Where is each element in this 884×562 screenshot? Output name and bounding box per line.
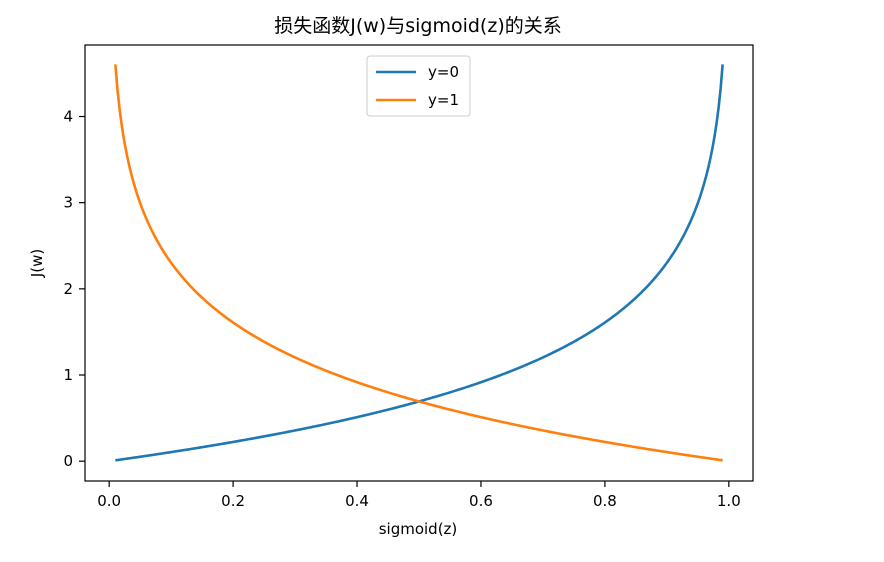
y-tick-label: 1: [63, 366, 73, 384]
x-tick-label: 0.4: [345, 492, 369, 510]
axes-frame: [84, 44, 754, 482]
y-tick-label: 2: [63, 280, 73, 298]
x-axis-label: sigmoid(z): [379, 520, 458, 538]
legend-label-2: y=1: [428, 91, 459, 109]
chart-title: 损失函数J(w)与sigmoid(z)的关系: [274, 15, 561, 37]
series-line-2: [114, 64, 723, 462]
x-tick-label: 0.2: [221, 492, 245, 510]
x-tick-label: 1.0: [717, 492, 741, 510]
plot-area: 0.0 0.2 0.4 0.6 0.8 1.0 0 1 2 3 4 y=0 y=1: [63, 44, 754, 510]
y-tick-label: 4: [63, 108, 73, 126]
x-tick-label: 0.6: [469, 492, 493, 510]
x-tick-label: 0.8: [593, 492, 617, 510]
legend-label-1: y=0: [428, 63, 459, 81]
x-tick-label: 0.0: [97, 492, 121, 510]
y-tick-label: 3: [63, 194, 73, 212]
y-tick-label: 0: [63, 452, 73, 470]
y-axis-label: J(w): [28, 249, 46, 278]
